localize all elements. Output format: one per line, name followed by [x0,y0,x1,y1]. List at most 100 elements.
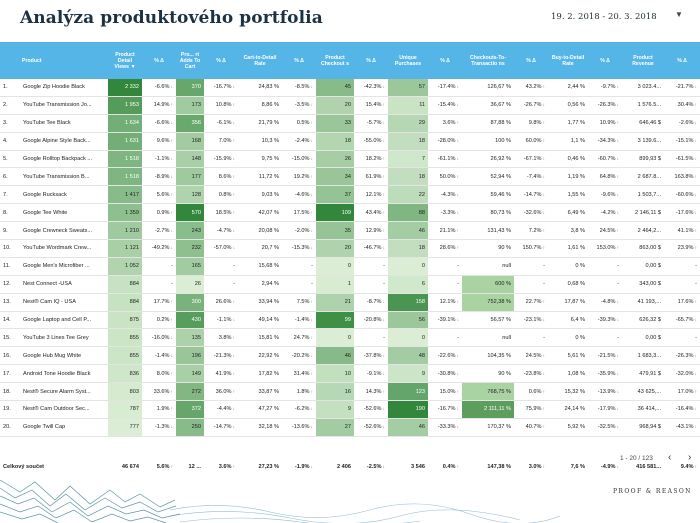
arrow-up-icon: ↑ [455,463,459,469]
column-header-2[interactable]: Product Detail Views ▼ [108,42,142,79]
product-name-cell[interactable]: Nest® Cam Outdoor Sec... [20,400,108,419]
chevron-down-icon[interactable]: ▼ [675,10,683,19]
arrow-down-icon: ↓ [231,424,235,430]
delta-value: -52.6% [363,424,382,431]
column-header-3[interactable]: % Δ [142,42,176,79]
row-number: 12. [0,275,20,294]
arrow-down-icon: ↓ [231,84,235,90]
table-row[interactable]: 7. Google Rucksack 1 417 5.6% ↑ 128 0.8% ↑ 9,0… [0,185,700,205]
delta-value: 15.4% [365,102,382,109]
table-row[interactable]: 16. Google Hub Mug White 855 -1.4% ↓ 196 -21.… [0,346,700,366]
table-row[interactable]: 20. Google Twill Cap 777 -1.3% ↓ 250 -14.7% ↓… [0,418,700,437]
arrow-up-icon: ↑ [231,299,235,305]
product-name-cell[interactable]: YouTube 3 Lines Tee Grey [20,328,108,348]
arrow-down-icon: ↓ [615,299,619,305]
product-name-cell[interactable]: Google Alpine Style Back... [20,132,108,151]
chk-cell: 20 [316,239,354,258]
table-row[interactable]: 10. YouTube Wordmark Crew... 1 121 -49.2% ↓… [0,239,700,258]
next-page-icon[interactable]: › [688,452,692,463]
table-row[interactable]: 12. Nest Connect -USA 884-26-2,94 % -1-6-60… [0,275,700,294]
table-row[interactable]: 5. Google Rolltop Backpack ... 1 518 -1.1% … [0,150,700,169]
views-delta-cell: -49.2% ↓ [142,239,176,258]
date-range-selector[interactable]: 19. 2. 2018 - 20. 3. 2018 [551,12,657,22]
product-name-cell[interactable]: Google Rolltop Backpack ... [20,150,108,169]
table-row[interactable]: 1. Google Zip Hoodie Black 2 332 -6.6% ↓ 370… [0,79,700,97]
product-name-cell[interactable]: Nest® Cam IQ - USA [20,293,108,312]
delta-value: 12.1% [365,191,382,198]
product-name-cell[interactable]: Google Hub Mug White [20,346,108,366]
product-name-cell[interactable]: Nest Connect -USA [20,275,108,294]
views-delta-cell: -2.7% ↓ [142,221,176,241]
delta-value: 43.2% [525,84,542,91]
rev-cell: 36 414,... [622,400,664,419]
product-name-cell[interactable]: Google Laptop and Cell P... [20,311,108,330]
column-header-9[interactable]: % Δ [354,42,388,79]
product-name-cell[interactable]: YouTube Transmission Jo... [20,96,108,115]
delta-value: -20.8% [363,317,382,324]
table-row[interactable]: 18. Nest® Secure Alarm Syst... 803 33.6% ↑ 2… [0,382,700,402]
column-header-17[interactable]: % Δ [664,42,700,79]
product-name-cell[interactable]: Google Rucksack [20,185,108,205]
column-header-12[interactable]: Checkouts-To-Transactio ns [462,42,514,79]
views-cell: 2 332 [108,79,142,97]
btd-delta-cell: -17.9% ↓ [588,400,622,419]
table-row[interactable]: 8. Google Tee White 1 359 0.9% ↑ 570 18.5% ↑ 4… [0,203,700,223]
product-name-cell[interactable]: Android Tone Hoodie Black [20,364,108,384]
prev-page-icon[interactable]: ‹ [668,452,672,463]
product-name-cell[interactable]: Google Tee White [20,203,108,223]
column-header-1[interactable]: Product [20,42,108,79]
rev-cell: 343,00 $ [622,275,664,294]
column-header-0[interactable] [0,42,20,79]
delta-value: -60.6% [675,191,694,198]
column-header-11[interactable]: % Δ [428,42,462,79]
delta-value: 8.0% [156,370,170,377]
delta-value: 22.7% [525,299,542,306]
product-name-cell[interactable]: Google Zip Hoodie Black [20,79,108,97]
product-name-cell[interactable]: Google Men's Microfiber ... [20,257,108,276]
product-name-cell[interactable]: YouTube Tee Black [20,114,108,133]
delta-value: 150.7% [522,245,542,252]
table-row[interactable]: 2. YouTube Transmission Jo... 1 953 14.9% ↑… [0,96,700,115]
arrow-down-icon: ↓ [541,370,545,376]
column-header-4[interactable]: Pro... rt Adds To Cart [176,42,204,79]
column-header-15[interactable]: % Δ [588,42,622,79]
product-name-cell[interactable]: Google Crewneck Sweats... [20,221,108,241]
product-name-cell[interactable]: YouTube Transmission B... [20,167,108,187]
row-number: 10. [0,239,20,258]
arrow-down-icon: ↓ [309,84,313,90]
table-row[interactable]: 3. YouTube Tee Black 1 634 -6.6% ↓ 356 -6.1% … [0,114,700,133]
product-name-cell[interactable]: Google Twill Cap [20,418,108,437]
delta-value: -34.3% [597,138,616,145]
ctd-delta-cell: -4.6% ↓ [282,185,316,205]
table-row[interactable]: 15. YouTube 3 Lines Tee Grey 855 -16.0% ↓ 13… [0,328,700,348]
ctd-cell: 49,14 % [238,311,282,330]
rev-cell: 43 625,... [622,382,664,402]
column-header-5[interactable]: % Δ [204,42,238,79]
adds-cell: 356 [176,114,204,133]
column-header-16[interactable]: Product Revenue [622,42,664,79]
table-row[interactable]: 17. Android Tone Hoodie Black 836 8.0% ↑ 149… [0,364,700,384]
delta-value: 30.4% [677,102,694,109]
table-row[interactable]: 4. Google Alpine Style Back... 1 631 9.6% ↑… [0,132,700,151]
column-header-6[interactable]: Cart-to-Detail Rate [238,42,282,79]
delta-value: -17.9% [597,406,616,413]
ctt-cell: null [462,328,514,348]
adds-delta-cell: -57.0% ↓ [204,239,238,258]
product-name-cell[interactable]: YouTube Wordmark Crew... [20,239,108,258]
btd-cell: 3,8 % [548,221,588,241]
column-header-10[interactable]: Unique Purchases [388,42,428,79]
arrow-up-icon: ↑ [231,191,235,197]
table-row[interactable]: 19. Nest® Cam Outdoor Sec... 787 1.9% ↑ 372-… [0,400,700,419]
row-number: 4. [0,132,20,151]
rev-delta-cell: -17.6% ↓ [664,203,700,223]
table-row[interactable]: 6. YouTube Transmission B... 1 518 -8.9% ↓ 1… [0,167,700,187]
product-name-cell[interactable]: Nest® Secure Alarm Syst... [20,382,108,402]
column-header-8[interactable]: Product Checkout s [316,42,354,79]
table-row[interactable]: 11. Google Men's Microfiber ... 1 052-165-… [0,257,700,276]
column-header-14[interactable]: Buy-to-Detail Rate [548,42,588,79]
table-row[interactable]: 9. Google Crewneck Sweats... 1 210 -2.7% ↓ 2… [0,221,700,241]
column-header-7[interactable]: % Δ [282,42,316,79]
table-row[interactable]: 13. Nest® Cam IQ - USA 884 17.7% ↑ 300 26.6% … [0,293,700,312]
column-header-13[interactable]: % Δ [514,42,548,79]
table-row[interactable]: 14. Google Laptop and Cell P... 875 0.2% ↑ 4… [0,311,700,330]
